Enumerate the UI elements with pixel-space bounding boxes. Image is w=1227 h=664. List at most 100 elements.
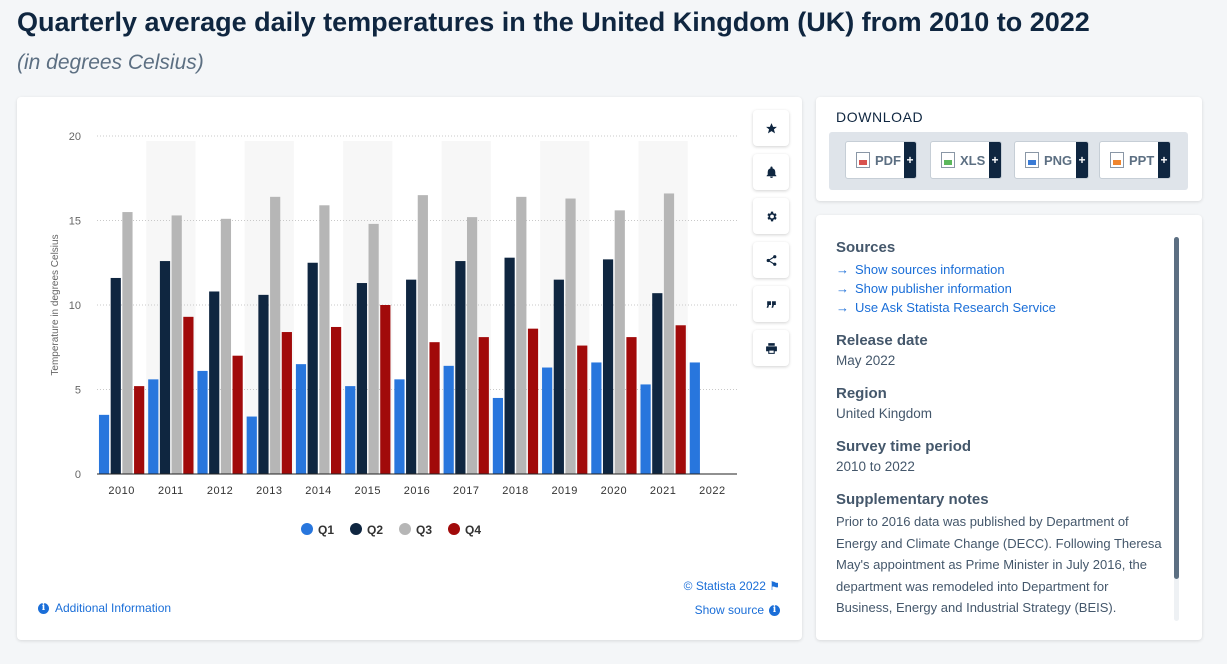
info-icon: i <box>38 602 49 614</box>
pdf-file-icon <box>856 152 870 168</box>
bar-q3-2021 <box>663 193 675 474</box>
info-card: Sources → Show sources information → Show … <box>816 215 1202 640</box>
share-icon <box>766 254 776 266</box>
arrow-right-icon: → <box>836 262 849 277</box>
bar-q2-2012 <box>209 291 220 474</box>
y-tick-label: 0 <box>75 469 81 481</box>
scrollbar-thumb[interactable] <box>1174 237 1179 579</box>
bar-q3-2012 <box>220 218 232 474</box>
bar-q1-2014 <box>295 364 307 474</box>
bar-q3-2019 <box>565 198 576 474</box>
bar-q1-2021 <box>640 384 651 474</box>
bar-q1-2022 <box>689 362 700 474</box>
supplementary-notes-title: Supplementary notes <box>836 491 989 508</box>
favorite-button[interactable] <box>753 110 789 146</box>
plus-icon: + <box>989 142 1001 178</box>
x-tick-label: 2016 <box>404 485 430 497</box>
download-xls-label: XLS <box>960 152 986 168</box>
print-button[interactable] <box>753 330 789 366</box>
bar-q3-2018 <box>516 196 527 474</box>
x-tick-label: 2022 <box>699 485 725 497</box>
bar-q4-2016 <box>429 342 440 474</box>
y-tick-label: 15 <box>69 216 81 228</box>
bar-q4-2018 <box>527 328 539 474</box>
page-title: Quarterly average daily temperatures in … <box>17 7 1090 37</box>
show-publisher-label: Show publisher information <box>855 281 1012 296</box>
bar-q1-2018 <box>492 397 504 474</box>
cite-button[interactable] <box>753 286 789 322</box>
page-subtitle: (in degrees Celsius) <box>17 51 204 74</box>
region-title: Region <box>836 385 887 402</box>
share-button[interactable] <box>753 242 789 278</box>
bar-q3-2010 <box>122 212 133 475</box>
x-tick-label: 2014 <box>305 485 331 497</box>
legend-label-q4: Q4 <box>465 523 481 537</box>
bar-q3-2015 <box>368 223 379 474</box>
bar-q1-2010 <box>98 414 110 474</box>
info-icon: i <box>769 604 780 616</box>
download-heading: DOWNLOAD <box>836 109 924 125</box>
bar-q3-2020 <box>614 210 625 475</box>
download-ppt-button[interactable]: PPT + <box>1099 141 1171 179</box>
x-tick-label: 2021 <box>650 485 676 497</box>
bar-q3-2011 <box>171 215 182 474</box>
survey-period-value: 2010 to 2022 <box>836 459 915 474</box>
download-pdf-label: PDF <box>875 152 901 168</box>
additional-info-label: Additional Information <box>55 601 172 615</box>
copyright-link[interactable]: © Statista 2022 ⚑ <box>684 579 780 593</box>
bar-q2-2011 <box>159 261 171 474</box>
show-sources-link[interactable]: → Show sources information <box>836 262 1166 277</box>
copyright-text: © Statista 2022 <box>683 579 766 593</box>
bar-q1-2013 <box>246 416 257 474</box>
quote-icon <box>766 300 776 308</box>
bell-icon <box>766 166 776 178</box>
bar-q3-2014 <box>319 205 330 474</box>
bar-q2-2010 <box>110 277 121 474</box>
show-source-label: Show source <box>694 603 764 617</box>
x-tick-label: 2018 <box>502 485 528 497</box>
bar-q2-2018 <box>504 257 515 474</box>
bar-q1-2011 <box>148 379 159 474</box>
bar-q4-2014 <box>330 326 342 474</box>
legend-marker-q4 <box>448 523 460 535</box>
download-pdf-button[interactable]: PDF + <box>845 141 917 179</box>
bar-q3-2013 <box>270 196 281 474</box>
bar-q4-2011 <box>183 316 194 474</box>
show-sources-label: Show sources information <box>855 262 1005 277</box>
bar-q1-2017 <box>443 365 454 474</box>
additional-info-link[interactable]: i Additional Information <box>38 601 171 615</box>
bar-q4-2015 <box>380 305 391 474</box>
notification-button[interactable] <box>753 154 789 190</box>
xls-file-icon <box>941 152 955 168</box>
print-icon <box>765 342 777 354</box>
x-tick-label: 2015 <box>355 485 381 497</box>
download-xls-button[interactable]: XLS + <box>930 141 1002 179</box>
x-tick-label: 2012 <box>207 485 233 497</box>
show-publisher-link[interactable]: → Show publisher information <box>836 281 1166 296</box>
ask-statista-link[interactable]: → Use Ask Statista Research Service <box>836 300 1166 315</box>
bar-q3-2017 <box>466 217 478 474</box>
star-icon <box>765 122 777 133</box>
gear-icon <box>766 211 777 221</box>
bar-q1-2016 <box>394 379 405 474</box>
legend-label-q3: Q3 <box>416 523 432 537</box>
chart-svg: 0 5 10 15 20 2010 2011 2012 2013 2014 2015 2016 2017… <box>50 131 737 537</box>
legend-label-q2: Q2 <box>367 523 383 537</box>
ppt-file-icon <box>1110 152 1124 168</box>
survey-period-title: Survey time period <box>836 438 972 455</box>
y-tick-label: 20 <box>69 131 81 143</box>
bar-q4-2012 <box>232 355 243 474</box>
plus-icon: + <box>1158 142 1170 178</box>
x-tick-label: 2017 <box>453 485 479 497</box>
show-source-link[interactable]: Show source i <box>695 603 780 617</box>
settings-button[interactable] <box>753 198 789 234</box>
release-date-title: Release date <box>836 332 928 349</box>
release-date-value: May 2022 <box>836 353 896 368</box>
plus-icon: + <box>904 142 916 178</box>
plus-icon: + <box>1076 142 1088 178</box>
legend-marker-q1 <box>301 523 313 535</box>
bar-q2-2013 <box>258 294 269 474</box>
flag-icon: ⚑ <box>769 579 780 593</box>
download-ppt-label: PPT <box>1129 152 1155 168</box>
download-png-button[interactable]: PNG + <box>1014 141 1089 179</box>
